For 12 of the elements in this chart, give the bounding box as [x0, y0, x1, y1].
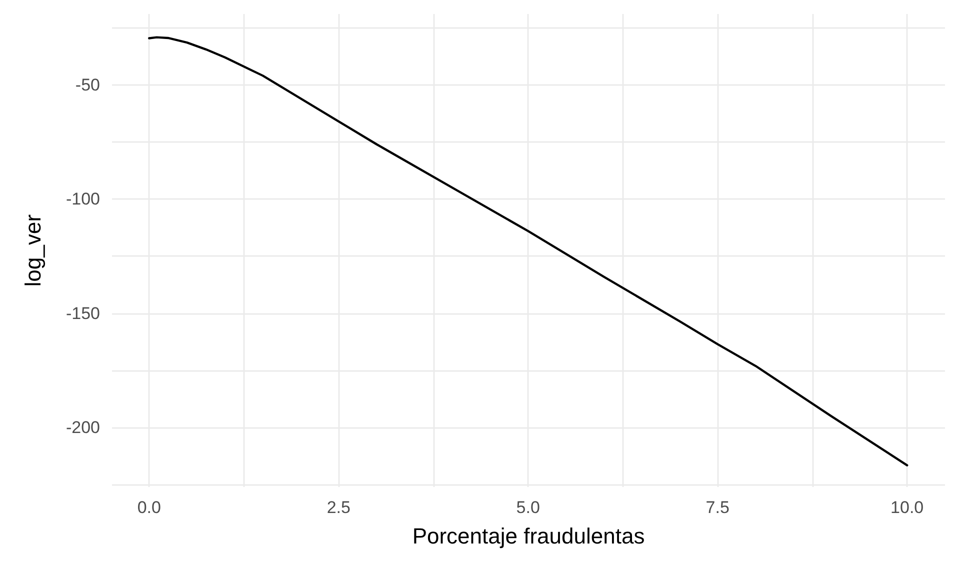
y-tick-label: -100 [66, 190, 100, 209]
y-tick-label: -50 [75, 75, 100, 94]
y-tick-label: -150 [66, 304, 100, 323]
x-axis-title: Porcentaje fraudulentas [412, 524, 645, 548]
x-tick-label: 10.0 [890, 498, 924, 517]
line-series [148, 36, 908, 466]
x-tick-label: 2.5 [326, 498, 350, 517]
y-tick-label: -200 [66, 418, 100, 438]
y-axis-title: log_ver [20, 214, 46, 287]
x-tick-label: 7.5 [706, 498, 730, 517]
x-tick-label: 5.0 [516, 498, 540, 517]
x-tick-label: 0.0 [137, 498, 161, 517]
